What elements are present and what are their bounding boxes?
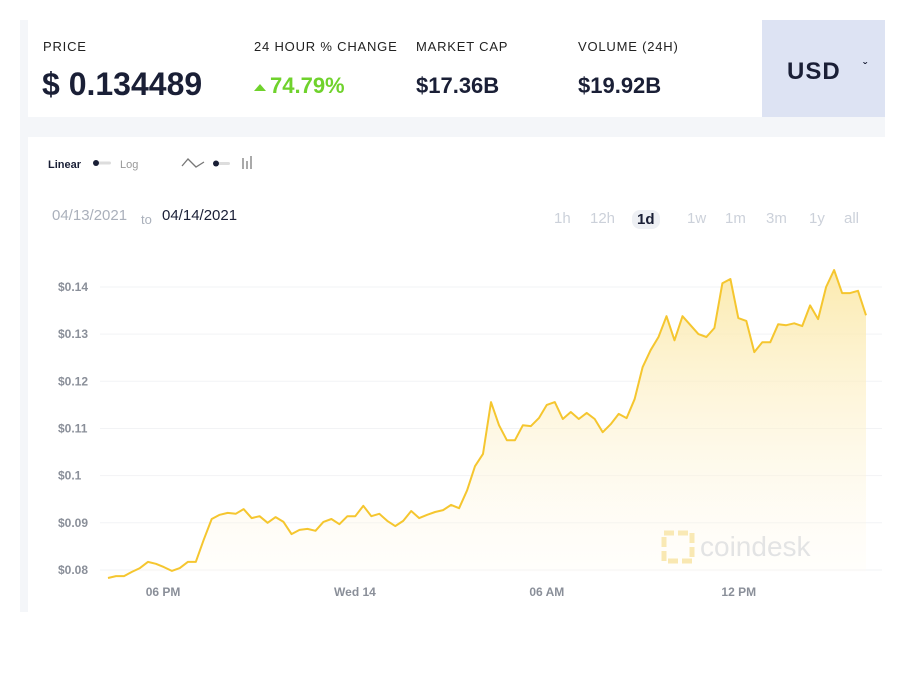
chart-style-toggle[interactable] (180, 154, 260, 172)
y-tick-label: $0.1 (58, 469, 82, 483)
range-button[interactable]: 1h (554, 210, 571, 227)
y-tick-label: $0.14 (58, 280, 88, 294)
x-tick-label: Wed 14 (334, 585, 376, 599)
x-tick-label: 06 PM (146, 585, 181, 599)
price-area (108, 270, 866, 578)
range-button[interactable]: 3m (766, 210, 787, 227)
y-tick-label: $0.12 (58, 374, 88, 388)
x-tick-label: 12 PM (721, 585, 756, 599)
stat-value: $19.92B (578, 73, 662, 98)
y-tick-label: $0.08 (58, 563, 88, 577)
range-button[interactable]: 12h (590, 210, 616, 227)
y-tick-label: $0.11 (58, 421, 88, 435)
stat-label: PRICE (43, 39, 87, 54)
range-selector: 1h 12h 1d 1w 1m 3m 1y all (550, 210, 870, 232)
date-to[interactable]: 04/14/2021 (162, 207, 238, 224)
date-separator: to (141, 212, 152, 227)
range-button[interactable]: 1m (725, 210, 746, 227)
stats-header (28, 20, 762, 117)
scale-toggle[interactable] (91, 158, 113, 168)
dropdown-caret: ˇ (863, 60, 868, 74)
scale-option[interactable]: Linear (48, 159, 82, 171)
stat-label: VOLUME (24H) (578, 39, 679, 54)
range-button[interactable]: 1w (687, 210, 707, 227)
stat-label: MARKET CAP (416, 39, 509, 54)
y-tick-label: $0.13 (58, 327, 88, 341)
y-tick-label: $0.09 (58, 516, 88, 530)
currency-dropdown[interactable]: USD ˇ (762, 20, 885, 117)
stat-value: $17.36B (416, 73, 500, 98)
stat-label: 24 HOUR % CHANGE (254, 39, 398, 54)
range-button[interactable]: 1d (632, 210, 660, 229)
x-tick-label: 06 AM (529, 585, 564, 599)
range-button[interactable]: all (844, 210, 860, 227)
stat-value: $ 0.134489 (42, 66, 203, 102)
date-from[interactable]: 04/13/2021 (52, 207, 128, 224)
stat-value: 74.79% (270, 73, 345, 98)
range-button[interactable]: 1y (809, 210, 825, 227)
up-arrow (254, 84, 266, 91)
scale-option[interactable]: Log (120, 159, 139, 171)
currency-label: USD (787, 58, 841, 85)
price-line (107, 269, 867, 579)
